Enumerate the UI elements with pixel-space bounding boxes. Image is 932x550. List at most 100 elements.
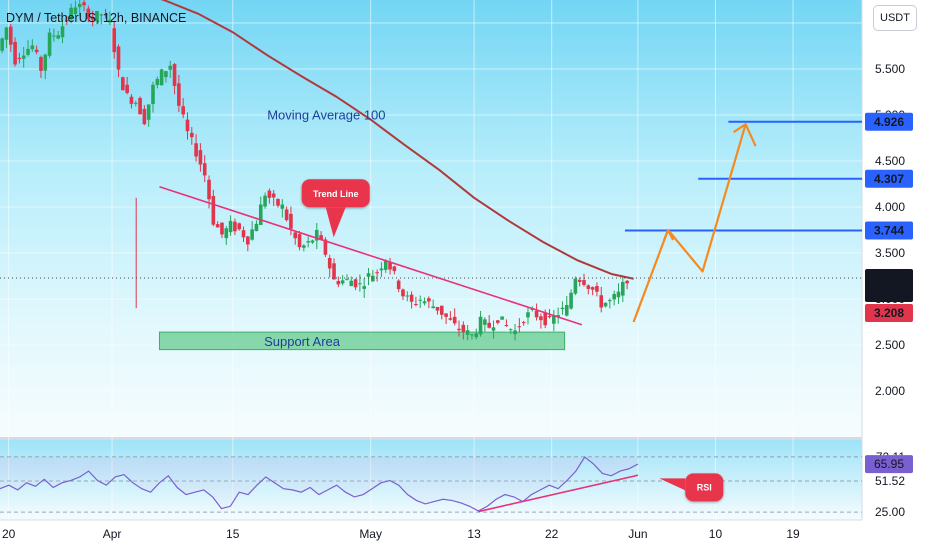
currency-button[interactable]: USDT xyxy=(873,5,917,31)
candle-body xyxy=(448,318,453,320)
prev-price-label: 3.208 xyxy=(874,306,904,320)
trend-line xyxy=(159,185,583,326)
projection-arrowhead-mid xyxy=(663,229,670,241)
candle xyxy=(121,76,125,91)
candle-body xyxy=(112,28,117,53)
candle-body xyxy=(500,316,504,320)
candle xyxy=(73,0,78,16)
candle xyxy=(65,16,69,25)
candle-body xyxy=(517,326,522,328)
candle xyxy=(504,319,509,327)
trend-line-callout xyxy=(301,179,370,208)
candle xyxy=(418,295,423,308)
candle xyxy=(564,295,569,317)
candle-body xyxy=(241,230,246,238)
candle-body xyxy=(233,221,237,232)
candle-body xyxy=(60,26,65,38)
price-tick-label: 2.500 xyxy=(875,338,905,352)
candle xyxy=(194,134,198,162)
candle xyxy=(164,70,168,83)
candle xyxy=(250,221,254,241)
candle xyxy=(202,155,207,183)
candle-body xyxy=(207,179,211,200)
candle xyxy=(358,274,362,292)
candle xyxy=(99,13,104,25)
candle xyxy=(108,11,112,25)
candle-body xyxy=(396,280,401,290)
overlays: Moving Average 100 Trend Line xyxy=(0,108,862,326)
candle xyxy=(586,284,591,295)
price-tick-label: 5.500 xyxy=(875,62,905,76)
candle-body xyxy=(319,235,323,240)
candle xyxy=(435,307,440,315)
candle xyxy=(90,10,95,27)
candle-body xyxy=(590,287,595,290)
candle-body xyxy=(435,307,440,311)
candle xyxy=(276,198,280,208)
candle xyxy=(457,320,461,337)
rsi-mid-label: 51.52 xyxy=(875,474,905,488)
pane-separator[interactable] xyxy=(0,437,862,440)
candle-body xyxy=(302,245,306,248)
candle-body xyxy=(603,302,608,307)
candle xyxy=(138,96,142,115)
candle-body xyxy=(405,295,410,297)
candle-body xyxy=(224,228,229,239)
grid xyxy=(0,0,862,520)
candle xyxy=(246,235,250,252)
ma100-line xyxy=(160,0,634,280)
candle-body xyxy=(271,193,276,198)
candle-body xyxy=(284,209,289,221)
candle-body xyxy=(586,285,591,289)
candle xyxy=(52,28,56,42)
candle xyxy=(297,231,302,251)
candle-body xyxy=(39,56,43,71)
candle xyxy=(353,278,358,291)
price-tick-label: 3.500 xyxy=(875,246,905,260)
candle-body xyxy=(362,286,366,289)
candle-body xyxy=(181,106,185,115)
candle-body xyxy=(198,150,203,165)
candle xyxy=(388,257,392,275)
candle xyxy=(590,286,595,296)
candle-body xyxy=(332,263,336,280)
candle-body xyxy=(267,190,272,198)
candle-body xyxy=(496,320,500,323)
candle xyxy=(409,291,414,309)
candle xyxy=(517,318,522,333)
candle-body xyxy=(323,239,328,255)
candle-body xyxy=(86,8,91,20)
candle-body xyxy=(168,65,173,70)
candle-body xyxy=(306,241,310,243)
rsi-line xyxy=(0,456,639,512)
candle xyxy=(8,23,13,52)
candle xyxy=(267,188,272,204)
candle-body xyxy=(0,38,4,51)
candle-body xyxy=(82,2,86,6)
rsi-current-badge xyxy=(865,455,913,474)
candle xyxy=(465,324,470,341)
candle xyxy=(177,74,181,113)
candle-body xyxy=(539,316,543,321)
time-tick-label: Apr xyxy=(103,527,122,541)
level2-label: 4.307 xyxy=(874,172,904,186)
support-zone: Support Area xyxy=(158,331,566,351)
candle xyxy=(375,269,379,282)
candle-body xyxy=(56,35,60,39)
candle-body xyxy=(142,109,147,125)
candlestick-series xyxy=(0,0,629,341)
rsi-callout-pointer xyxy=(659,478,686,491)
candle xyxy=(77,0,82,17)
candle xyxy=(151,81,155,113)
candle xyxy=(603,302,608,308)
projection-arrowhead-mid xyxy=(667,229,675,241)
candle xyxy=(452,308,457,326)
candle-body xyxy=(336,281,341,285)
candle-body xyxy=(151,84,155,105)
projection-arrowhead xyxy=(733,122,757,147)
candle-body xyxy=(30,45,35,50)
candle xyxy=(340,275,345,286)
candle-body xyxy=(125,84,129,93)
rsi-callout xyxy=(685,473,724,502)
candle-body xyxy=(388,262,392,270)
